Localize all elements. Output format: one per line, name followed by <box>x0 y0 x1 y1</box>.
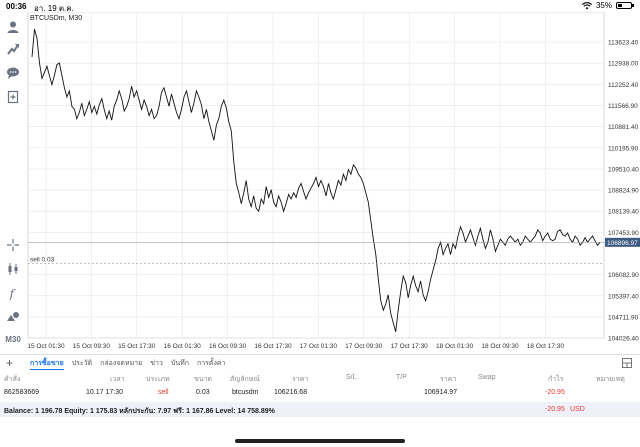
header-6: S/L <box>346 374 357 381</box>
status-bar: 00:36 อา. 19 ต.ค. 35% <box>0 0 640 13</box>
left-toolbar: f M30 <box>0 12 26 352</box>
bottom-panel: + การซื้อขาย ประวัติ กล่องจดหมาย ข่าว บันทึก… <box>0 354 640 447</box>
x-tick-label: 16 Oct 17:30 <box>254 343 292 350</box>
x-tick-label: 16 Oct 01:30 <box>164 343 202 350</box>
x-tick-label: 17 Oct 17:30 <box>391 343 429 350</box>
battery-percent: 35% <box>595 1 612 10</box>
x-tick-label: 15 Oct 01:30 <box>27 343 65 350</box>
y-tick-label: 110195.90 <box>608 145 639 152</box>
header-3: ขนาด <box>194 376 213 383</box>
cell-symbol: btcusdm <box>232 389 259 396</box>
add-icon[interactable]: + <box>6 356 14 370</box>
status-time: 00:36 <box>6 2 27 11</box>
y-tick-label: 107453.90 <box>608 230 639 237</box>
table-row[interactable]: 862583669 10.17 17:30 sell 0.03 btcusdm … <box>0 389 640 400</box>
crosshair-icon[interactable] <box>4 236 22 254</box>
cell-order: 862583669 <box>4 389 40 396</box>
header-4: สัญลักษณ์ <box>230 376 260 383</box>
y-tick-label: 113623.40 <box>608 40 639 47</box>
wifi-icon <box>581 1 592 9</box>
tabs: การซื้อขาย ประวัติ กล่องจดหมาย ข่าว บันทึก กา… <box>30 358 225 370</box>
function-icon[interactable]: f <box>4 284 22 302</box>
header-10: กำไร <box>548 376 564 383</box>
header-8: ราคา <box>440 376 457 383</box>
current-price-tag <box>605 237 640 247</box>
tab-1[interactable]: ประวัติ <box>71 360 93 367</box>
cell-size: 0.03 <box>196 389 210 396</box>
candlestick-icon[interactable] <box>4 260 22 278</box>
add-document-icon[interactable] <box>4 88 22 106</box>
home-indicator <box>235 439 405 443</box>
share-icon[interactable] <box>4 40 22 58</box>
x-tick-label: 16 Oct 09:30 <box>209 343 247 350</box>
cell-type: sell <box>158 389 169 396</box>
x-tick-label: 17 Oct 01:30 <box>300 343 338 350</box>
chat-icon[interactable] <box>4 64 22 82</box>
user-icon[interactable] <box>4 18 22 36</box>
status-right: 35% <box>581 1 634 10</box>
table-header: คำสั่ง เวลา ประเภท ขนาด สัญลักษณ์ ราคา S/L T/P ร… <box>0 374 640 385</box>
cell-profit: -20.95 <box>545 389 565 396</box>
y-tick-label: 108139.40 <box>608 209 639 216</box>
chart-symbol-label: BTCUSDm, M30 <box>30 15 83 22</box>
timeframe-button[interactable]: M30 <box>5 334 21 344</box>
plot-frame <box>27 12 605 339</box>
header-11: หมายเหตุ <box>596 376 625 383</box>
x-tick-label: 18 Oct 17:30 <box>527 343 565 350</box>
x-tick-label: 18 Oct 01:30 <box>436 343 474 350</box>
price-chart[interactable]: 113623.40 112938.00 112252.40 111566.90 1108… <box>26 12 640 354</box>
total-profit: -20.95 <box>545 406 565 413</box>
tabs-row: + การซื้อขาย ประวัติ กล่องจดหมาย ข่าว บันทึก… <box>0 355 640 371</box>
x-tick-label: 17 Oct 09:30 <box>345 343 383 350</box>
y-tick-label: 105397.40 <box>608 293 639 300</box>
x-tick-label: 15 Oct 09:30 <box>73 343 111 350</box>
tab-3[interactable]: ข่าว <box>150 360 163 367</box>
balance-text: Balance: 1 196.78 Equity: 1 175.83 หลักป… <box>4 408 275 415</box>
header-7: T/P <box>396 374 407 381</box>
tab-4[interactable]: บันทึก <box>170 360 189 367</box>
status-date: อา. 19 ต.ค. <box>34 4 74 13</box>
y-tick-label: 108824.90 <box>608 188 639 195</box>
header-1: เวลา <box>110 376 125 383</box>
price-series-line <box>31 28 601 332</box>
y-tick-label: 109510.40 <box>608 166 639 173</box>
x-tick-label: 18 Oct 09:30 <box>481 343 519 350</box>
y-tick-label: 112938.00 <box>608 61 639 68</box>
cell-open-price: 106216.68 <box>274 389 308 396</box>
cell-price: 106914.97 <box>424 389 458 396</box>
balance-row: Balance: 1 196.78 Equity: 1 175.83 หลักป… <box>0 402 640 417</box>
current-price-label: 106896.97 <box>607 240 638 247</box>
y-tick-label: 104711.90 <box>608 314 639 321</box>
svg-text:f: f <box>9 287 17 300</box>
x-tick-label: 15 Oct 17:30 <box>118 343 156 350</box>
y-tick-label: 110881.40 <box>608 124 639 131</box>
tab-0[interactable]: การซื้อขาย <box>30 358 64 370</box>
header-2: ประเภท <box>146 376 170 383</box>
chart-area[interactable]: 113623.40 112938.00 112252.40 111566.90 1108… <box>26 12 640 354</box>
sell-order-label: sell 0.03 <box>30 256 55 263</box>
y-tick-label: 104026.40 <box>608 336 639 343</box>
cell-time: 10.17 17:30 <box>86 389 123 396</box>
currency-label: USD <box>570 406 585 413</box>
y-tick-label: 111566.90 <box>608 103 638 110</box>
header-0: คำสั่ง <box>4 376 21 383</box>
header-5: ราคา <box>292 376 309 383</box>
y-tick-label: 112252.40 <box>608 82 639 89</box>
tab-5[interactable]: การตั้งค่า <box>196 360 226 367</box>
y-tick-label: 106082.90 <box>608 272 639 279</box>
layout-icon[interactable] <box>622 358 632 368</box>
battery-icon <box>616 2 634 9</box>
objects-icon[interactable] <box>4 308 22 326</box>
tab-2[interactable]: กล่องจดหมาย <box>100 360 143 367</box>
header-9: Swap <box>478 374 496 381</box>
